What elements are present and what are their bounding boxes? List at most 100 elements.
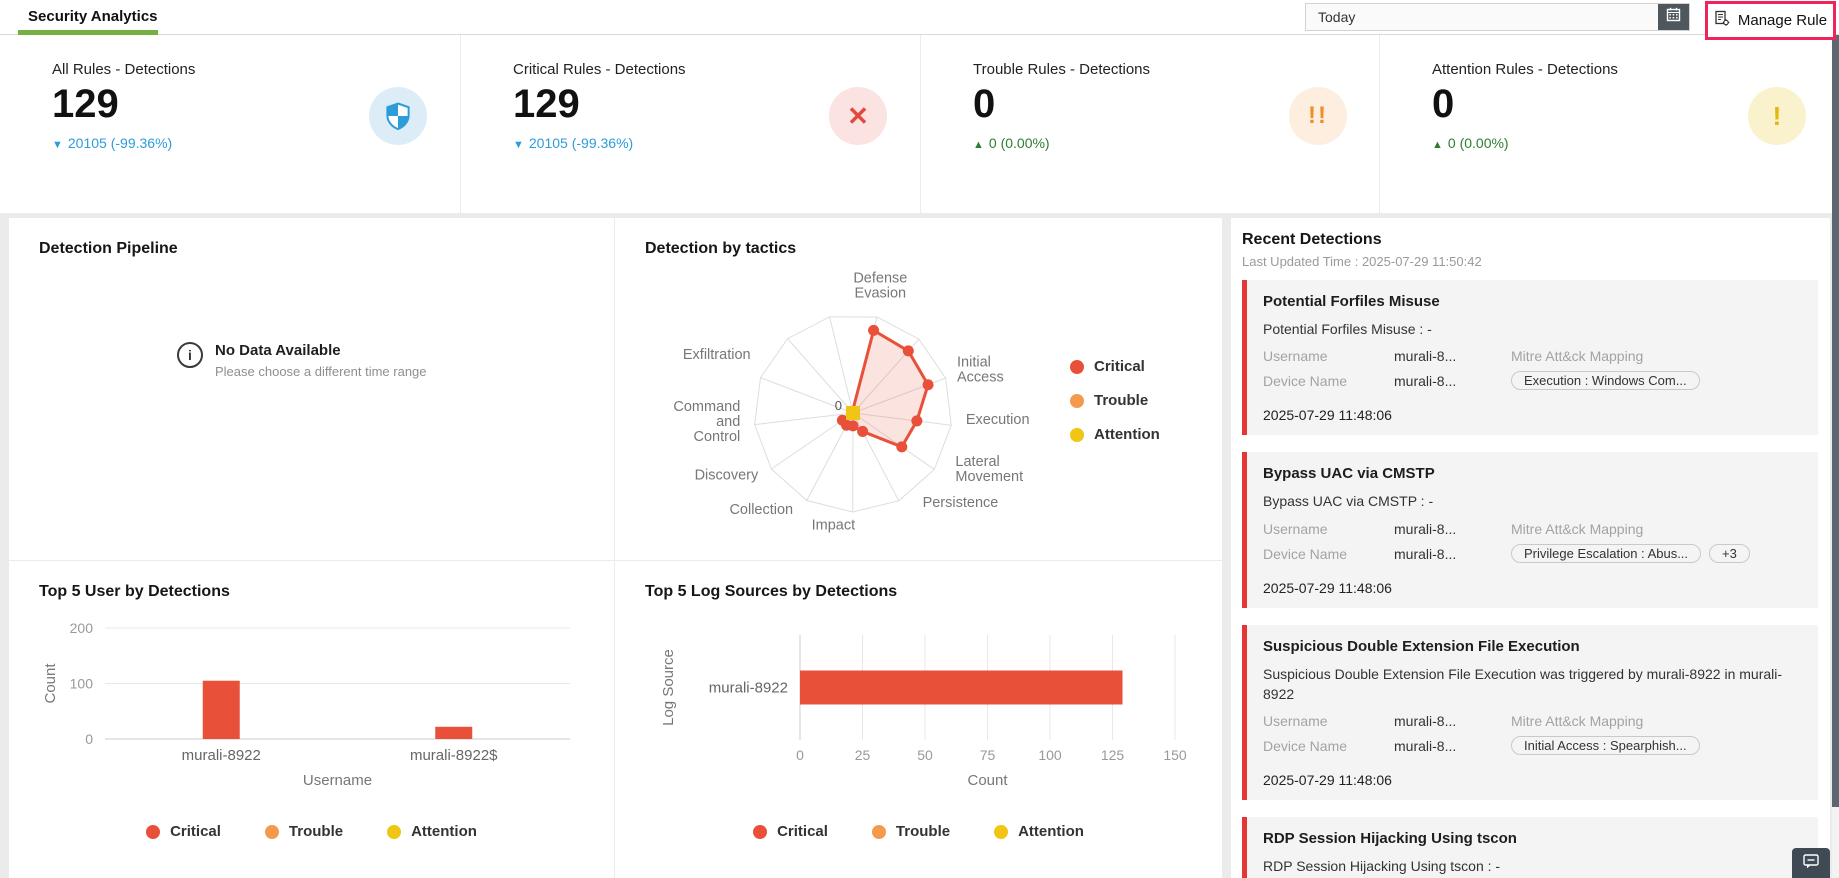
sources-legend: Critical Trouble Attention	[615, 823, 1222, 840]
manage-rule-label: Manage Rule	[1737, 12, 1828, 29]
empty-state: i No Data Available Please choose a diff…	[177, 342, 427, 379]
stat-label: All Rules - Detections	[52, 61, 196, 78]
detection-card[interactable]: Potential Forfiles Misuse Potential Forf…	[1242, 280, 1818, 436]
recent-detections-title: Recent Detections	[1242, 231, 1382, 248]
svg-text:Discovery: Discovery	[695, 468, 759, 484]
up-arrow-icon: ▲	[973, 139, 984, 151]
legend-label: Trouble	[1094, 392, 1149, 409]
stat-value: 0	[973, 82, 996, 126]
mitre-tag-pill[interactable]: Initial Access : Spearphish...	[1511, 736, 1700, 756]
panel-top-log-sources: Top 5 Log Sources by Detections 0 25 50 75 1…	[615, 561, 1222, 878]
stats-band: All Rules - Detections 129 ▼ 20105 (-99.3…	[0, 35, 1839, 213]
legend-item-attention[interactable]: Attention	[994, 823, 1084, 840]
stat-change: ▲ 0 (0.00%)	[973, 135, 1050, 151]
mitre-mapping-label: Mitre Att&ck Mapping	[1511, 348, 1644, 365]
device-name-label: Device Name	[1263, 373, 1348, 390]
date-range-picker[interactable]: Today	[1305, 3, 1690, 31]
legend-item-critical[interactable]: Critical	[753, 823, 828, 840]
stat-label: Attention Rules - Detections	[1432, 61, 1618, 78]
legend-item-critical[interactable]: Critical	[146, 823, 221, 840]
legend-item-critical[interactable]: Critical	[1070, 358, 1160, 375]
svg-text:50: 50	[917, 747, 933, 763]
panel-title: Top 5 Log Sources by Detections	[645, 583, 898, 600]
stat-change: ▼ 20105 (-99.36%)	[513, 135, 634, 151]
detection-title: Suspicious Double Extension File Executi…	[1263, 637, 1580, 655]
stat-change: ▼ 20105 (-99.36%)	[52, 135, 173, 151]
shield-icon	[369, 87, 427, 145]
info-icon: i	[177, 342, 203, 368]
detection-timestamp: 2025-07-29 11:48:06	[1263, 772, 1392, 789]
down-arrow-icon: ▼	[513, 139, 524, 151]
stat-card-critical-rules: Critical Rules - Detections 129 ▼ 20105 (…	[460, 35, 920, 213]
detection-title: Potential Forfiles Misuse	[1263, 293, 1440, 310]
svg-text:Execution: Execution	[966, 412, 1030, 428]
calendar-icon	[1666, 7, 1681, 27]
radar-legend: Critical Trouble Attention	[1070, 358, 1160, 443]
legend-item-trouble[interactable]: Trouble	[1070, 392, 1160, 409]
detections-list: Potential Forfiles Misuse Potential Forf…	[1231, 275, 1830, 878]
detection-title: RDP Session Hijacking Using tscon	[1263, 830, 1517, 848]
attention-exclamation-icon: !	[1748, 87, 1806, 145]
legend-dot	[871, 824, 886, 839]
svg-text:125: 125	[1101, 747, 1125, 763]
manage-rule-button[interactable]: Manage Rule	[1705, 1, 1836, 40]
mitre-tag-pill[interactable]: Execution : Windows Com...	[1511, 371, 1700, 391]
svg-text:murali-8922: murali-8922	[182, 747, 261, 764]
page-scrollbar[interactable]	[1832, 35, 1839, 878]
detection-card[interactable]: Suspicious Double Extension File Executi…	[1242, 624, 1818, 801]
svg-text:Exfiltration: Exfiltration	[683, 347, 751, 363]
svg-text:murali-8922: murali-8922	[709, 680, 788, 697]
panel-title: Detection by tactics	[645, 240, 797, 257]
legend-dot	[1070, 393, 1084, 408]
legend-item-attention[interactable]: Attention	[387, 823, 477, 840]
username-label: Username	[1263, 713, 1328, 730]
feedback-button[interactable]	[1792, 848, 1830, 878]
legend-label: Critical	[1094, 358, 1145, 375]
username-value: murali-8...	[1394, 713, 1457, 730]
svg-text:Log Source: Log Source	[660, 649, 677, 726]
up-arrow-icon: ▲	[1432, 139, 1443, 151]
legend-item-trouble[interactable]: Trouble	[264, 823, 344, 840]
manage-rule-icon	[1714, 10, 1731, 32]
device-name-label: Device Name	[1263, 738, 1348, 755]
users-legend: Critical Trouble Attention	[9, 823, 614, 840]
date-range-value[interactable]: Today	[1318, 9, 1356, 25]
svg-text:75: 75	[980, 747, 996, 763]
empty-state-title: No Data Available	[215, 342, 341, 359]
active-tab-underline	[18, 30, 158, 35]
mitre-tag-pill[interactable]: Privilege Escalation : Abus...	[1511, 543, 1702, 563]
stat-change: ▲ 0 (0.00%)	[1432, 135, 1509, 151]
detection-timestamp: 2025-07-29 11:48:06	[1263, 579, 1392, 596]
device-name-label: Device Name	[1263, 545, 1348, 562]
panel-title: Detection Pipeline	[39, 240, 178, 257]
recent-detections-header: Recent Detections Last Updated Time : 20…	[1231, 218, 1830, 275]
detection-card[interactable]: Bypass UAC via CMSTP Bypass UAC via CMST…	[1242, 452, 1818, 608]
legend-label: Trouble	[288, 823, 344, 840]
stat-label: Critical Rules - Detections	[513, 61, 686, 78]
legend-item-attention[interactable]: Attention	[1070, 426, 1160, 443]
top-bar: Security Analytics Today	[0, 0, 1839, 40]
detection-card[interactable]: RDP Session Hijacking Using tscon RDP Se…	[1242, 817, 1818, 878]
legend-item-trouble[interactable]: Trouble	[871, 823, 950, 840]
svg-text:murali-8922$: murali-8922$	[410, 747, 498, 764]
legend-dot	[264, 824, 279, 839]
panel-detection-by-tactics: Detection by tactics 0 Defense Evasion Init…	[615, 218, 1222, 560]
svg-text:0: 0	[835, 398, 842, 413]
calendar-button[interactable]	[1658, 4, 1689, 30]
scrollbar-thumb[interactable]	[1832, 35, 1839, 807]
detection-description: Suspicious Double Extension File Executi…	[1263, 665, 1783, 702]
critical-x-icon: ✕	[829, 87, 887, 145]
legend-dot	[1070, 427, 1084, 442]
stat-value: 0	[1432, 82, 1455, 126]
detection-description: RDP Session Hijacking Using tscon : -	[1263, 858, 1501, 875]
panel-recent-detections: Recent Detections Last Updated Time : 20…	[1231, 218, 1830, 878]
svg-text:Collection: Collection	[729, 502, 793, 518]
tab-security-analytics[interactable]: Security Analytics	[28, 8, 158, 25]
mitre-more-tags-pill[interactable]: +3	[1709, 543, 1750, 563]
legend-label: Attention	[1094, 426, 1160, 443]
svg-text:200: 200	[70, 620, 94, 636]
username-value: murali-8...	[1394, 348, 1457, 365]
